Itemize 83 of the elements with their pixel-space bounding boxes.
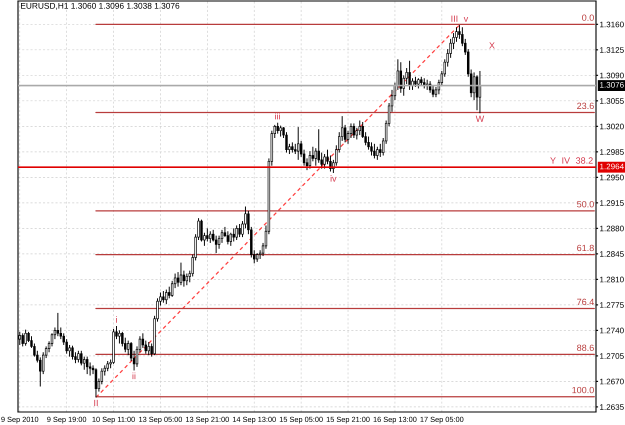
annotation: i <box>116 316 117 323</box>
candlestick <box>206 228 209 242</box>
y-tick-label: 1.2740 <box>600 328 624 334</box>
chart-title: EURUSD,H1 1.3060 1.3096 1.3038 1.3076 <box>20 2 180 10</box>
annotation: Y <box>550 157 556 164</box>
candlestick <box>352 122 356 138</box>
annotation: III <box>451 16 458 22</box>
series-label: 76.4 <box>577 298 594 306</box>
series-label: 88.6 <box>577 344 594 351</box>
candlestick <box>147 342 150 356</box>
candlestick <box>80 350 83 366</box>
y-tick-label: 1.2775 <box>600 302 624 308</box>
y-tick-label: 1.3125 <box>600 47 624 53</box>
y-tick-label: 1.3055 <box>600 98 624 104</box>
candlestick <box>308 150 312 170</box>
y-tick-label: 1.2670 <box>600 378 624 384</box>
candlestick <box>373 143 376 159</box>
candlestick <box>376 146 379 160</box>
candlestick <box>186 273 188 286</box>
candlestick <box>94 368 98 398</box>
candlestick <box>478 70 482 114</box>
candlestick <box>162 290 165 304</box>
candlestick <box>106 360 109 372</box>
y-tick-label: 1.2880 <box>600 226 624 232</box>
candlestick <box>168 286 170 299</box>
candlestick <box>182 270 186 288</box>
candlestick <box>358 120 361 136</box>
candlestick <box>24 329 27 346</box>
y-tick-label: 1.2985 <box>600 149 624 155</box>
annotation: iv <box>330 175 337 182</box>
candlestick <box>232 228 235 242</box>
annotation: 38.2 <box>576 157 593 164</box>
candlestick <box>296 126 300 160</box>
ref-line-label: 1.3076 <box>600 82 624 88</box>
y-tick-label: 1.2810 <box>600 276 624 282</box>
series-label: 50.0 <box>577 201 594 208</box>
candlestick <box>417 78 420 89</box>
y-tick-label: 1.2950 <box>600 174 624 180</box>
candlestick <box>230 232 232 246</box>
annotation: iii <box>275 112 280 120</box>
candlestick <box>472 72 476 101</box>
series-label: 23.6 <box>577 102 594 110</box>
candlestick <box>118 330 121 344</box>
candlestick <box>323 154 326 170</box>
annotation: X <box>489 42 495 49</box>
y-tick-label: 1.2915 <box>600 200 624 206</box>
series-label: 61.8 <box>577 244 594 252</box>
candlestick <box>408 60 411 90</box>
candlestick <box>276 122 279 134</box>
y-tick-label: 1.2705 <box>600 353 624 359</box>
candlestick <box>400 62 402 94</box>
series-label: 100.0 <box>572 386 594 394</box>
candlestick <box>432 85 434 98</box>
candlestick <box>312 146 314 162</box>
candlestick <box>68 344 71 358</box>
candlestick <box>226 230 230 245</box>
y-tick-label: 1.3160 <box>600 22 624 28</box>
candlestick <box>414 76 417 88</box>
candlestick <box>21 332 24 347</box>
candlestick <box>86 356 88 375</box>
y-tick-label: 1.2845 <box>600 251 624 257</box>
candlestick <box>83 356 86 370</box>
candlestick <box>126 340 130 356</box>
annotation: IV <box>562 157 570 164</box>
candlestick <box>56 312 60 337</box>
ref-line-label: 1.2964 <box>600 164 624 170</box>
candlestick <box>180 262 182 286</box>
candlestick <box>209 230 212 244</box>
y-tick-label: 1.3020 <box>600 124 624 130</box>
y-tick-label: 1.2635 <box>600 404 624 410</box>
candlestick <box>77 350 80 363</box>
y-tick-label: 1.3090 <box>600 72 624 78</box>
annotation: v <box>464 17 468 22</box>
candlestick <box>165 289 168 305</box>
candlestick <box>235 224 238 241</box>
candlestick <box>176 272 180 288</box>
candlestick <box>291 142 294 154</box>
annotation: ii <box>132 372 136 380</box>
annotation: W <box>476 116 484 122</box>
candlestick <box>238 224 241 238</box>
candlestick <box>279 125 282 138</box>
annotation: II <box>94 400 98 406</box>
series-label: 0.0 <box>582 14 594 21</box>
